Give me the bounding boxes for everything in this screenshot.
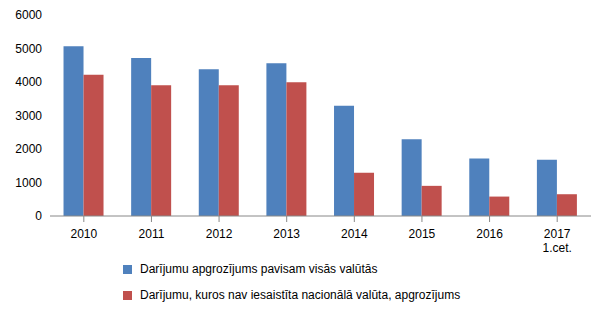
svg-text:2010: 2010: [70, 227, 97, 241]
svg-text:3000: 3000: [15, 109, 42, 123]
svg-text:5000: 5000: [15, 42, 42, 56]
svg-text:4000: 4000: [15, 75, 42, 89]
svg-text:2016: 2016: [476, 227, 503, 241]
svg-text:2013: 2013: [273, 227, 300, 241]
svg-text:2014: 2014: [341, 227, 368, 241]
svg-text:1000: 1000: [15, 176, 42, 190]
html-text:Darījumu, kuros nav iesaistīta: Darījumu, kuros nav iesaistīta nacionālā…: [140, 288, 461, 302]
svg-text:2015: 2015: [409, 227, 436, 241]
svg-text:1.cet.: 1.cet.: [543, 241, 572, 255]
html-text:Darījumu apgrozījums pavisam v: Darījumu apgrozījums pavisam visās valūt…: [140, 262, 378, 276]
svg-text:6000: 6000: [15, 8, 42, 22]
svg-text:0: 0: [35, 209, 42, 223]
svg-text:2012: 2012: [206, 227, 233, 241]
svg-text:2000: 2000: [15, 142, 42, 156]
svg-text:2011: 2011: [139, 227, 165, 241]
svg-text:2017: 2017: [544, 227, 571, 241]
